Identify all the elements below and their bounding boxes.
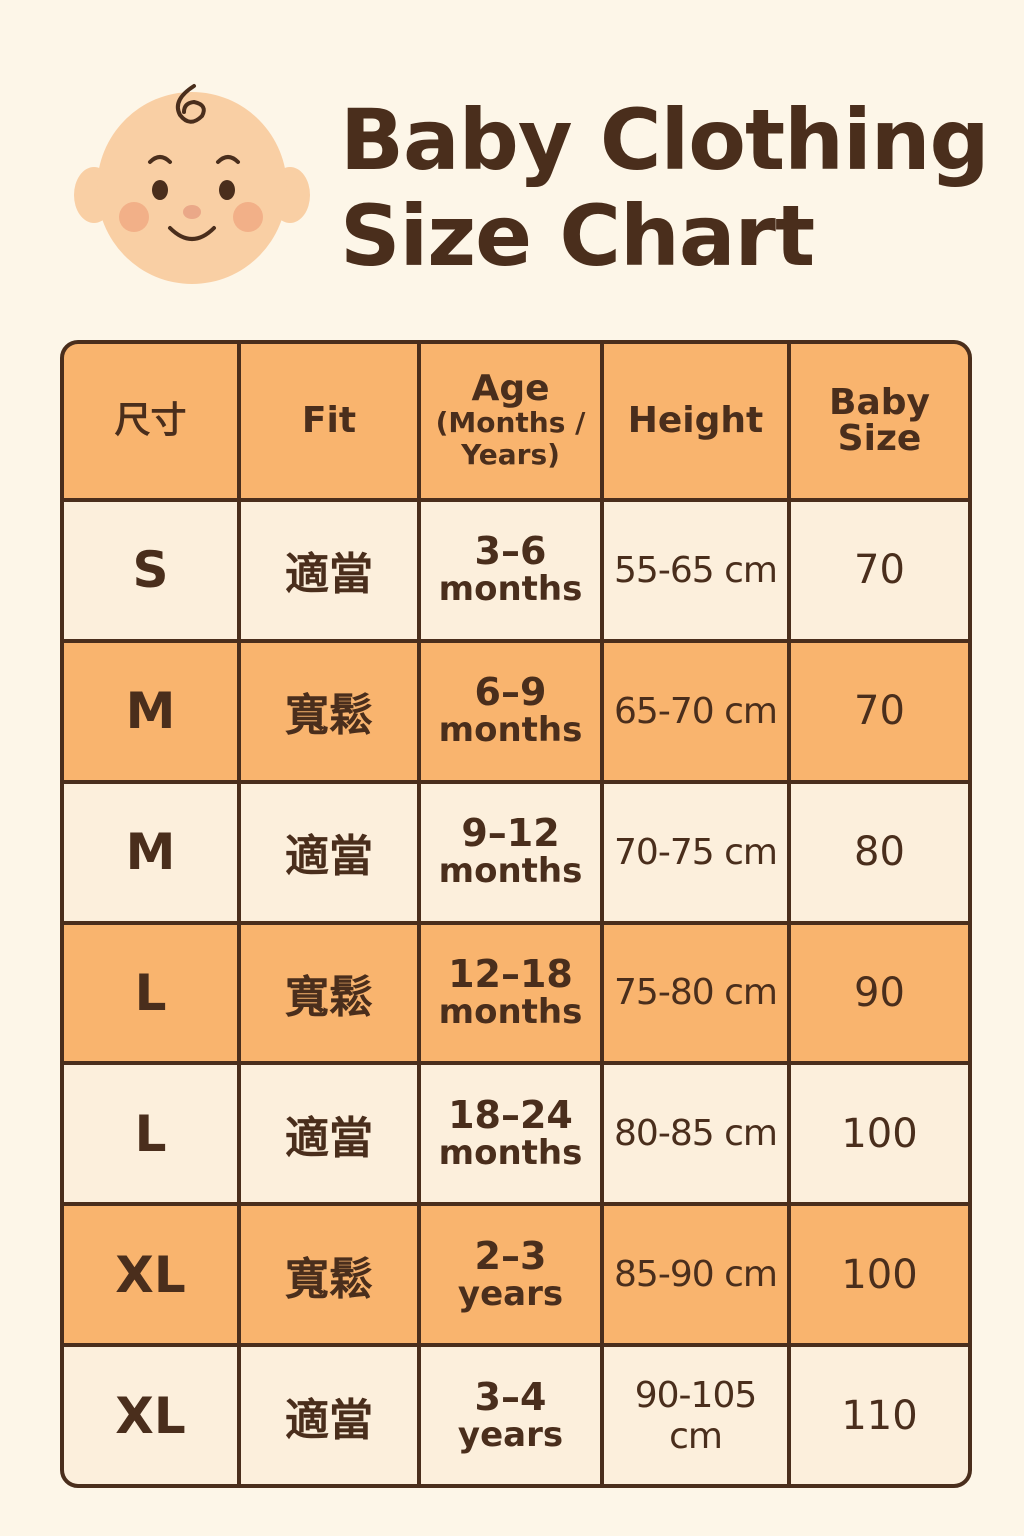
cell-baby-size: 70 [791, 502, 968, 639]
cell-age: 12–18 months [421, 924, 600, 1062]
age-range: 3–6 [474, 529, 547, 574]
cell-baby-size: 70 [791, 642, 968, 780]
cell-baby-size: 100 [791, 1206, 968, 1344]
cell-fit: 寬鬆 [241, 1206, 417, 1344]
cell-age: 2–3 years [421, 1206, 600, 1344]
cell-height: 85-90 cm [604, 1206, 787, 1344]
header-age-label: Age [471, 368, 550, 409]
cell-age: 3–6 months [421, 502, 600, 639]
cell-height: 90-105 cm [604, 1347, 787, 1484]
age-unit: months [438, 569, 583, 610]
page-title: Baby Clothing Size Chart [340, 91, 990, 285]
age-unit: years [457, 1273, 564, 1314]
cell-size: XL [64, 1347, 237, 1484]
cell-baby-size: 90 [791, 924, 968, 1062]
cell-height: 70-75 cm [604, 783, 787, 921]
size-chart-table: 尺寸 Fit Age (Months / Years) Height Baby … [60, 340, 972, 1488]
header-height: Height [604, 344, 787, 498]
baby-face-icon [74, 84, 310, 284]
age-range: 12–18 [448, 951, 573, 996]
cell-age: 3–4 years [421, 1347, 600, 1484]
cell-size: M [64, 783, 237, 921]
age-unit: months [438, 710, 583, 751]
age-range: 2–3 [474, 1233, 547, 1278]
cell-height: 75-80 cm [604, 924, 787, 1062]
cell-size: L [64, 924, 237, 1062]
cell-height: 65-70 cm [604, 642, 787, 780]
cell-fit: 適當 [241, 502, 417, 639]
age-range: 6–9 [474, 670, 547, 715]
cell-baby-size: 80 [791, 783, 968, 921]
header-size: 尺寸 [64, 344, 237, 498]
cell-height: 80-85 cm [604, 1065, 787, 1203]
title-line-1: Baby Clothing [340, 91, 990, 189]
age-unit: months [438, 851, 583, 892]
age-range: 9–12 [461, 811, 560, 856]
header-baby-size: Baby Size [791, 344, 968, 498]
age-unit: months [438, 991, 583, 1032]
header-age: Age (Months / Years) [421, 344, 600, 498]
cell-size: XL [64, 1206, 237, 1344]
cell-baby-size: 100 [791, 1065, 968, 1203]
cell-size: M [64, 642, 237, 780]
cell-age: 18–24 months [421, 1065, 600, 1203]
cell-fit: 寬鬆 [241, 924, 417, 1062]
header-baby-size-1: Baby [829, 382, 930, 423]
age-unit: months [438, 1132, 583, 1173]
cell-size: S [64, 502, 237, 639]
cell-fit: 適當 [241, 783, 417, 921]
header-age-sub1: (Months / [435, 406, 586, 439]
age-range: 3–4 [474, 1374, 547, 1419]
age-unit: years [457, 1414, 564, 1455]
cell-baby-size: 110 [791, 1347, 968, 1484]
cell-size: L [64, 1065, 237, 1203]
header-age-sub2: Years) [461, 438, 560, 471]
cell-fit: 適當 [241, 1065, 417, 1203]
cell-fit: 適當 [241, 1347, 417, 1484]
cell-fit: 寬鬆 [241, 642, 417, 780]
cell-height: 55-65 cm [604, 502, 787, 639]
cell-age: 9–12 months [421, 783, 600, 921]
cell-age: 6–9 months [421, 642, 600, 780]
age-range: 18–24 [448, 1092, 573, 1137]
header-baby-size-2: Size [837, 418, 922, 459]
title-line-2: Size Chart [340, 187, 815, 285]
header-fit: Fit [241, 344, 417, 498]
